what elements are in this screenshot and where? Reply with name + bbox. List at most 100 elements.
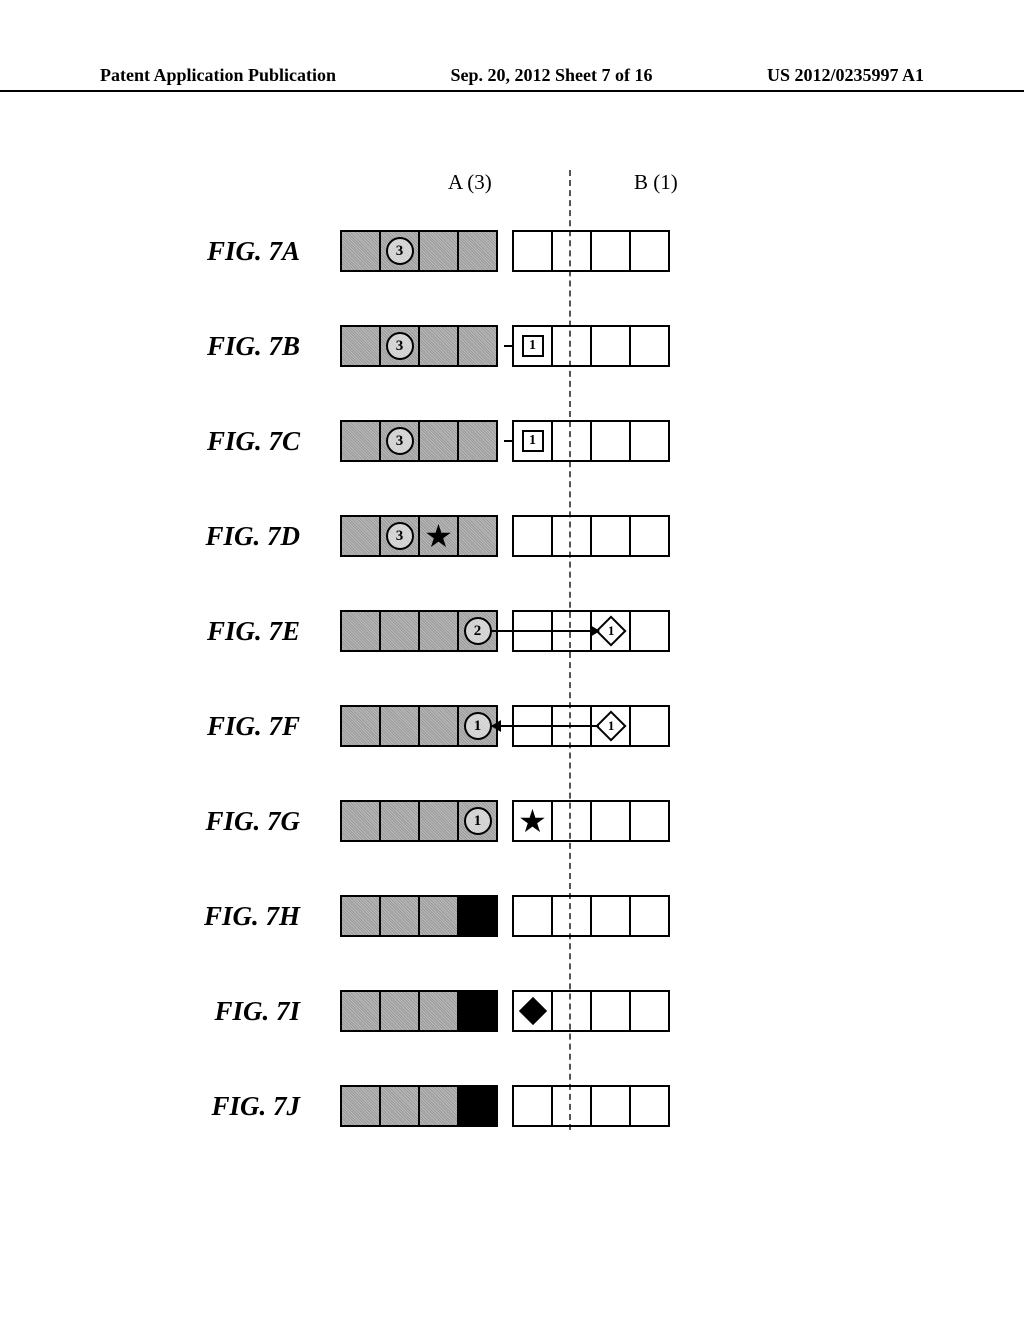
cell <box>340 1085 381 1127</box>
cell <box>590 515 631 557</box>
page-header: Patent Application Publication Sep. 20, … <box>0 65 1024 92</box>
cell <box>418 705 459 747</box>
header-right: US 2012/0235997 A1 <box>767 65 924 86</box>
cell <box>512 515 553 557</box>
cell <box>629 800 670 842</box>
cell <box>512 895 553 937</box>
cell <box>379 990 420 1032</box>
star-marker: ★ <box>424 520 453 552</box>
figure-label: FIG. 7G <box>140 806 340 837</box>
cell <box>590 230 631 272</box>
figure-label: FIG. 7I <box>140 996 340 1027</box>
figure-rows: FIG. 7A3FIG. 7B31FIG. 7C31FIG. 7D3★FIG. … <box>140 220 860 1137</box>
cell <box>551 230 592 272</box>
cell <box>590 420 631 462</box>
cell <box>457 1085 498 1127</box>
cell <box>629 230 670 272</box>
header-left: Patent Application Publication <box>100 65 336 86</box>
cell <box>379 610 420 652</box>
cell <box>629 705 670 747</box>
figure-label: FIG. 7E <box>140 616 340 647</box>
arrow-right <box>492 630 599 632</box>
figure-row: FIG. 7E21 <box>140 600 860 662</box>
circle-marker: 3 <box>386 237 414 265</box>
figure-label: FIG. 7D <box>140 521 340 552</box>
cell <box>629 895 670 937</box>
cell <box>551 420 592 462</box>
cell <box>340 990 381 1032</box>
cell <box>551 325 592 367</box>
circle-marker: 1 <box>464 712 492 740</box>
cell <box>590 895 631 937</box>
cells-group: 21 <box>340 610 668 652</box>
cell <box>340 705 381 747</box>
cell <box>340 420 381 462</box>
cell <box>590 800 631 842</box>
cell <box>457 325 498 367</box>
figure-row: FIG. 7I <box>140 980 860 1042</box>
circle-marker: 3 <box>386 522 414 550</box>
figure-row: FIG. 7H <box>140 885 860 947</box>
cell: 3 <box>379 230 420 272</box>
cell <box>379 800 420 842</box>
cell <box>551 990 592 1032</box>
figure-label: FIG. 7F <box>140 711 340 742</box>
diamond-marker: 1 <box>595 710 626 741</box>
cells-group: 3★ <box>340 515 668 557</box>
circle-marker: 1 <box>464 807 492 835</box>
cell <box>629 610 670 652</box>
cell <box>590 1085 631 1127</box>
cell <box>551 1085 592 1127</box>
connector-tick <box>504 345 514 347</box>
figure-label: FIG. 7B <box>140 331 340 362</box>
figure-row: FIG. 7B31 <box>140 315 860 377</box>
circle-marker: 2 <box>464 617 492 645</box>
cell <box>457 515 498 557</box>
circle-marker: 3 <box>386 427 414 455</box>
cell <box>418 610 459 652</box>
figure-row: FIG. 7J <box>140 1075 860 1137</box>
cell <box>457 420 498 462</box>
cell: 1 <box>457 800 498 842</box>
cell: ★ <box>418 515 459 557</box>
cell: 1 <box>512 325 553 367</box>
diamond-filled-marker <box>518 997 546 1025</box>
cell <box>340 515 381 557</box>
cell <box>340 800 381 842</box>
box-marker: 1 <box>522 335 544 357</box>
cells-group: 3 <box>340 230 668 272</box>
circle-marker: 3 <box>386 332 414 360</box>
cell: 3 <box>379 420 420 462</box>
figure-row: FIG. 7D3★ <box>140 505 860 567</box>
diagram-area: A (3) B (1) FIG. 7A3FIG. 7B31FIG. 7C31FI… <box>140 170 860 1170</box>
column-b-label: B (1) <box>634 170 678 195</box>
cell <box>379 705 420 747</box>
cell <box>629 1085 670 1127</box>
cell <box>418 895 459 937</box>
cell: 3 <box>379 515 420 557</box>
cells-group: 31 <box>340 420 668 462</box>
cell <box>418 1085 459 1127</box>
cell <box>590 325 631 367</box>
figure-label: FIG. 7C <box>140 426 340 457</box>
cell <box>457 990 498 1032</box>
cell <box>512 990 553 1032</box>
cell <box>418 230 459 272</box>
cell <box>457 895 498 937</box>
cells-group: 1★ <box>340 800 668 842</box>
cell <box>629 325 670 367</box>
cell <box>340 230 381 272</box>
cell <box>418 420 459 462</box>
figure-label: FIG. 7A <box>140 236 340 267</box>
cell <box>629 420 670 462</box>
cells-group: 31 <box>340 325 668 367</box>
figure-row: FIG. 7F 1 1 <box>140 695 860 757</box>
cell <box>590 990 631 1032</box>
figure-label: FIG. 7J <box>140 1091 340 1122</box>
cell <box>512 1085 553 1127</box>
connector-tick <box>504 440 514 442</box>
cell <box>340 325 381 367</box>
cell <box>457 230 498 272</box>
box-marker: 1 <box>522 430 544 452</box>
cell <box>379 1085 420 1127</box>
